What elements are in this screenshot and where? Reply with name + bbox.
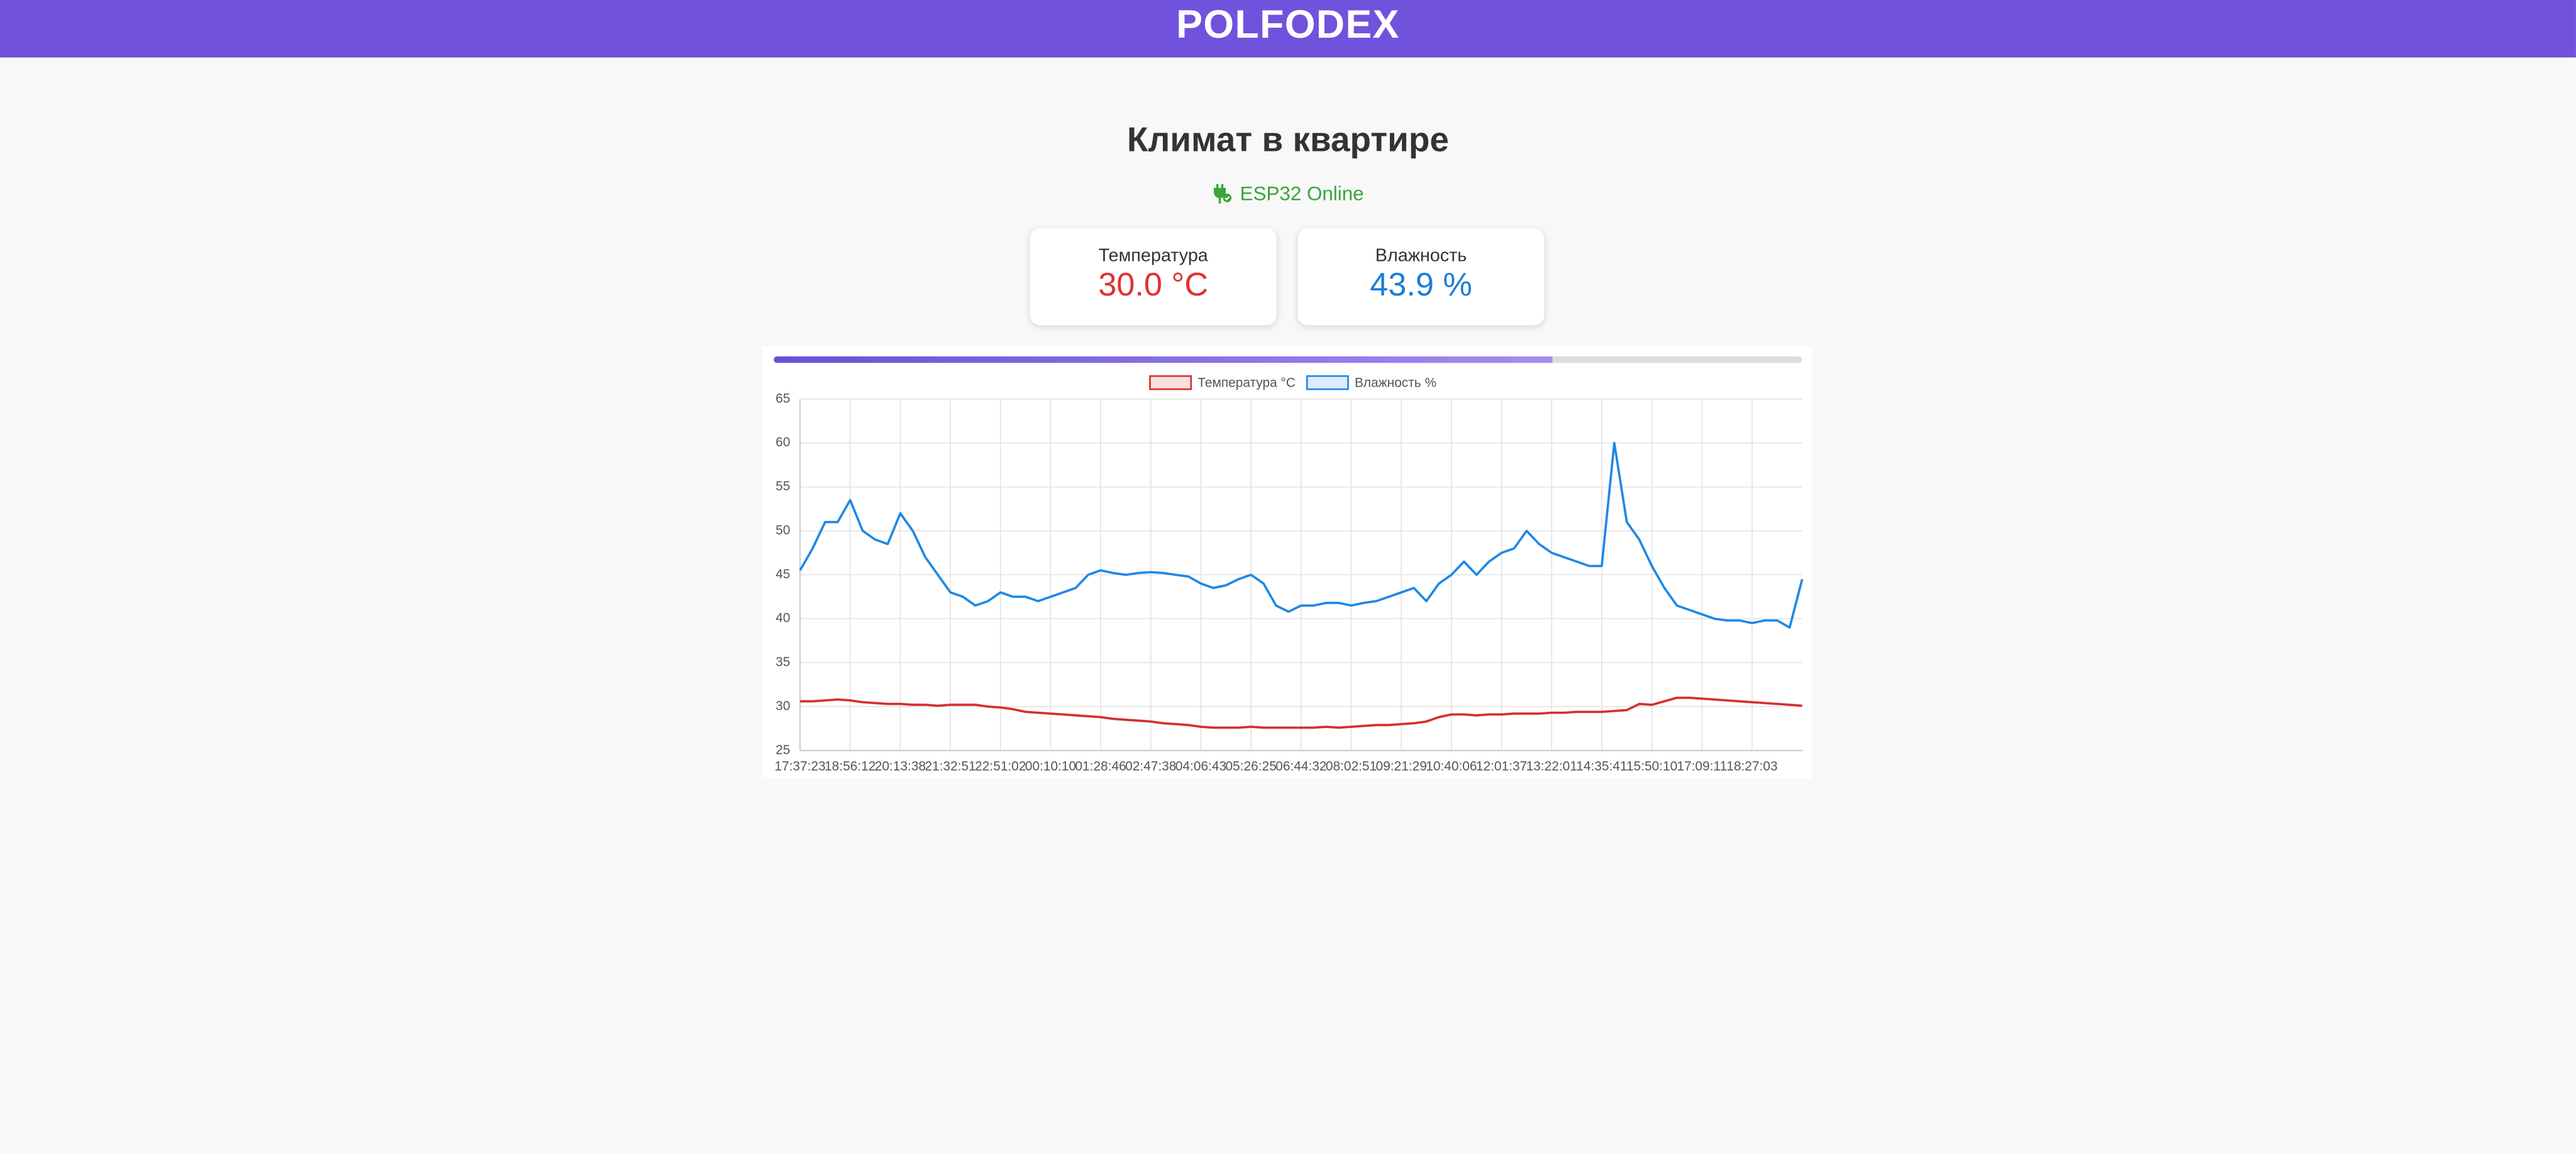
card-label: Влажность (1375, 246, 1467, 267)
legend-swatch (1149, 375, 1192, 390)
x-tick-label: 13:22:01 (1526, 759, 1577, 773)
progress-fill (774, 356, 1553, 363)
card-label: Температура (1098, 246, 1208, 267)
x-tick-label: 15:50:10 (1626, 759, 1677, 773)
x-tick-label: 06:44:32 (1275, 759, 1326, 773)
x-tick-label: 02:47:38 (1125, 759, 1176, 773)
y-tick-label: 25 (775, 742, 790, 757)
x-tick-label: 17:09:11 (1677, 759, 1727, 773)
x-tick-label: 17:37:23 (775, 759, 826, 773)
x-tick-label: 14:35:41 (1576, 759, 1627, 773)
data-line (800, 697, 1802, 729)
y-tick-label: 50 (775, 523, 790, 538)
x-tick-label: 18:56:12 (824, 759, 875, 773)
y-tick-label: 65 (775, 391, 790, 405)
x-tick-label: 20:13:38 (875, 759, 926, 773)
legend-swatch (1306, 375, 1349, 390)
chart-card: 25 30 35 40 45 50 55 60 65 17:37:23 18:56:12 20:13:… (762, 346, 1813, 779)
x-tick-label: 08:02:51 (1326, 759, 1377, 773)
legend-label: Влажность % (1355, 375, 1436, 390)
y-tick-label: 45 (775, 567, 790, 582)
x-tick-label: 10:40:06 (1426, 759, 1477, 773)
x-tick-label: 18:27:03 (1726, 759, 1777, 773)
header-logo[interactable]: POLFODEX (0, 0, 2576, 58)
y-tick-label: 60 (775, 435, 790, 450)
x-tick-label: 01:28:46 (1075, 759, 1126, 773)
data-line (799, 441, 1804, 629)
y-tick-label: 55 (775, 479, 790, 494)
card-value: 43.9 % (1370, 267, 1472, 304)
x-tick-label: 05:26:25 (1226, 759, 1277, 773)
x-tick-label: 04:06:43 (1175, 759, 1226, 773)
y-tick-label: 35 (775, 655, 790, 670)
x-tick-label: 21:32:51 (925, 759, 976, 773)
x-tick-label: 22:51:02 (975, 759, 1026, 773)
x-tick-label: 00:10:10 (1025, 759, 1076, 773)
status-text: ESP32 Online (1240, 182, 1364, 206)
progress-bar (774, 356, 1802, 363)
legend-label: Температура °C (1197, 375, 1296, 390)
temp-card: Температура 30.0 °C (1030, 228, 1277, 326)
x-tick-label: 09:21:29 (1376, 759, 1427, 773)
chart: 25 30 35 40 45 50 55 60 65 17:37:2318:56:1220:13:… (775, 375, 1804, 773)
card-value: 30.0 °C (1098, 267, 1209, 304)
y-tick-label: 30 (775, 698, 790, 713)
y-tick-label: 40 (775, 611, 790, 626)
plug-icon (1213, 184, 1231, 204)
status: ESP32 Online (0, 182, 2576, 206)
x-tick-label: 12:01:37 (1476, 759, 1527, 773)
hum-card: Влажность 43.9 % (1297, 228, 1545, 326)
page-title: Климат в квартире (1127, 121, 1449, 160)
